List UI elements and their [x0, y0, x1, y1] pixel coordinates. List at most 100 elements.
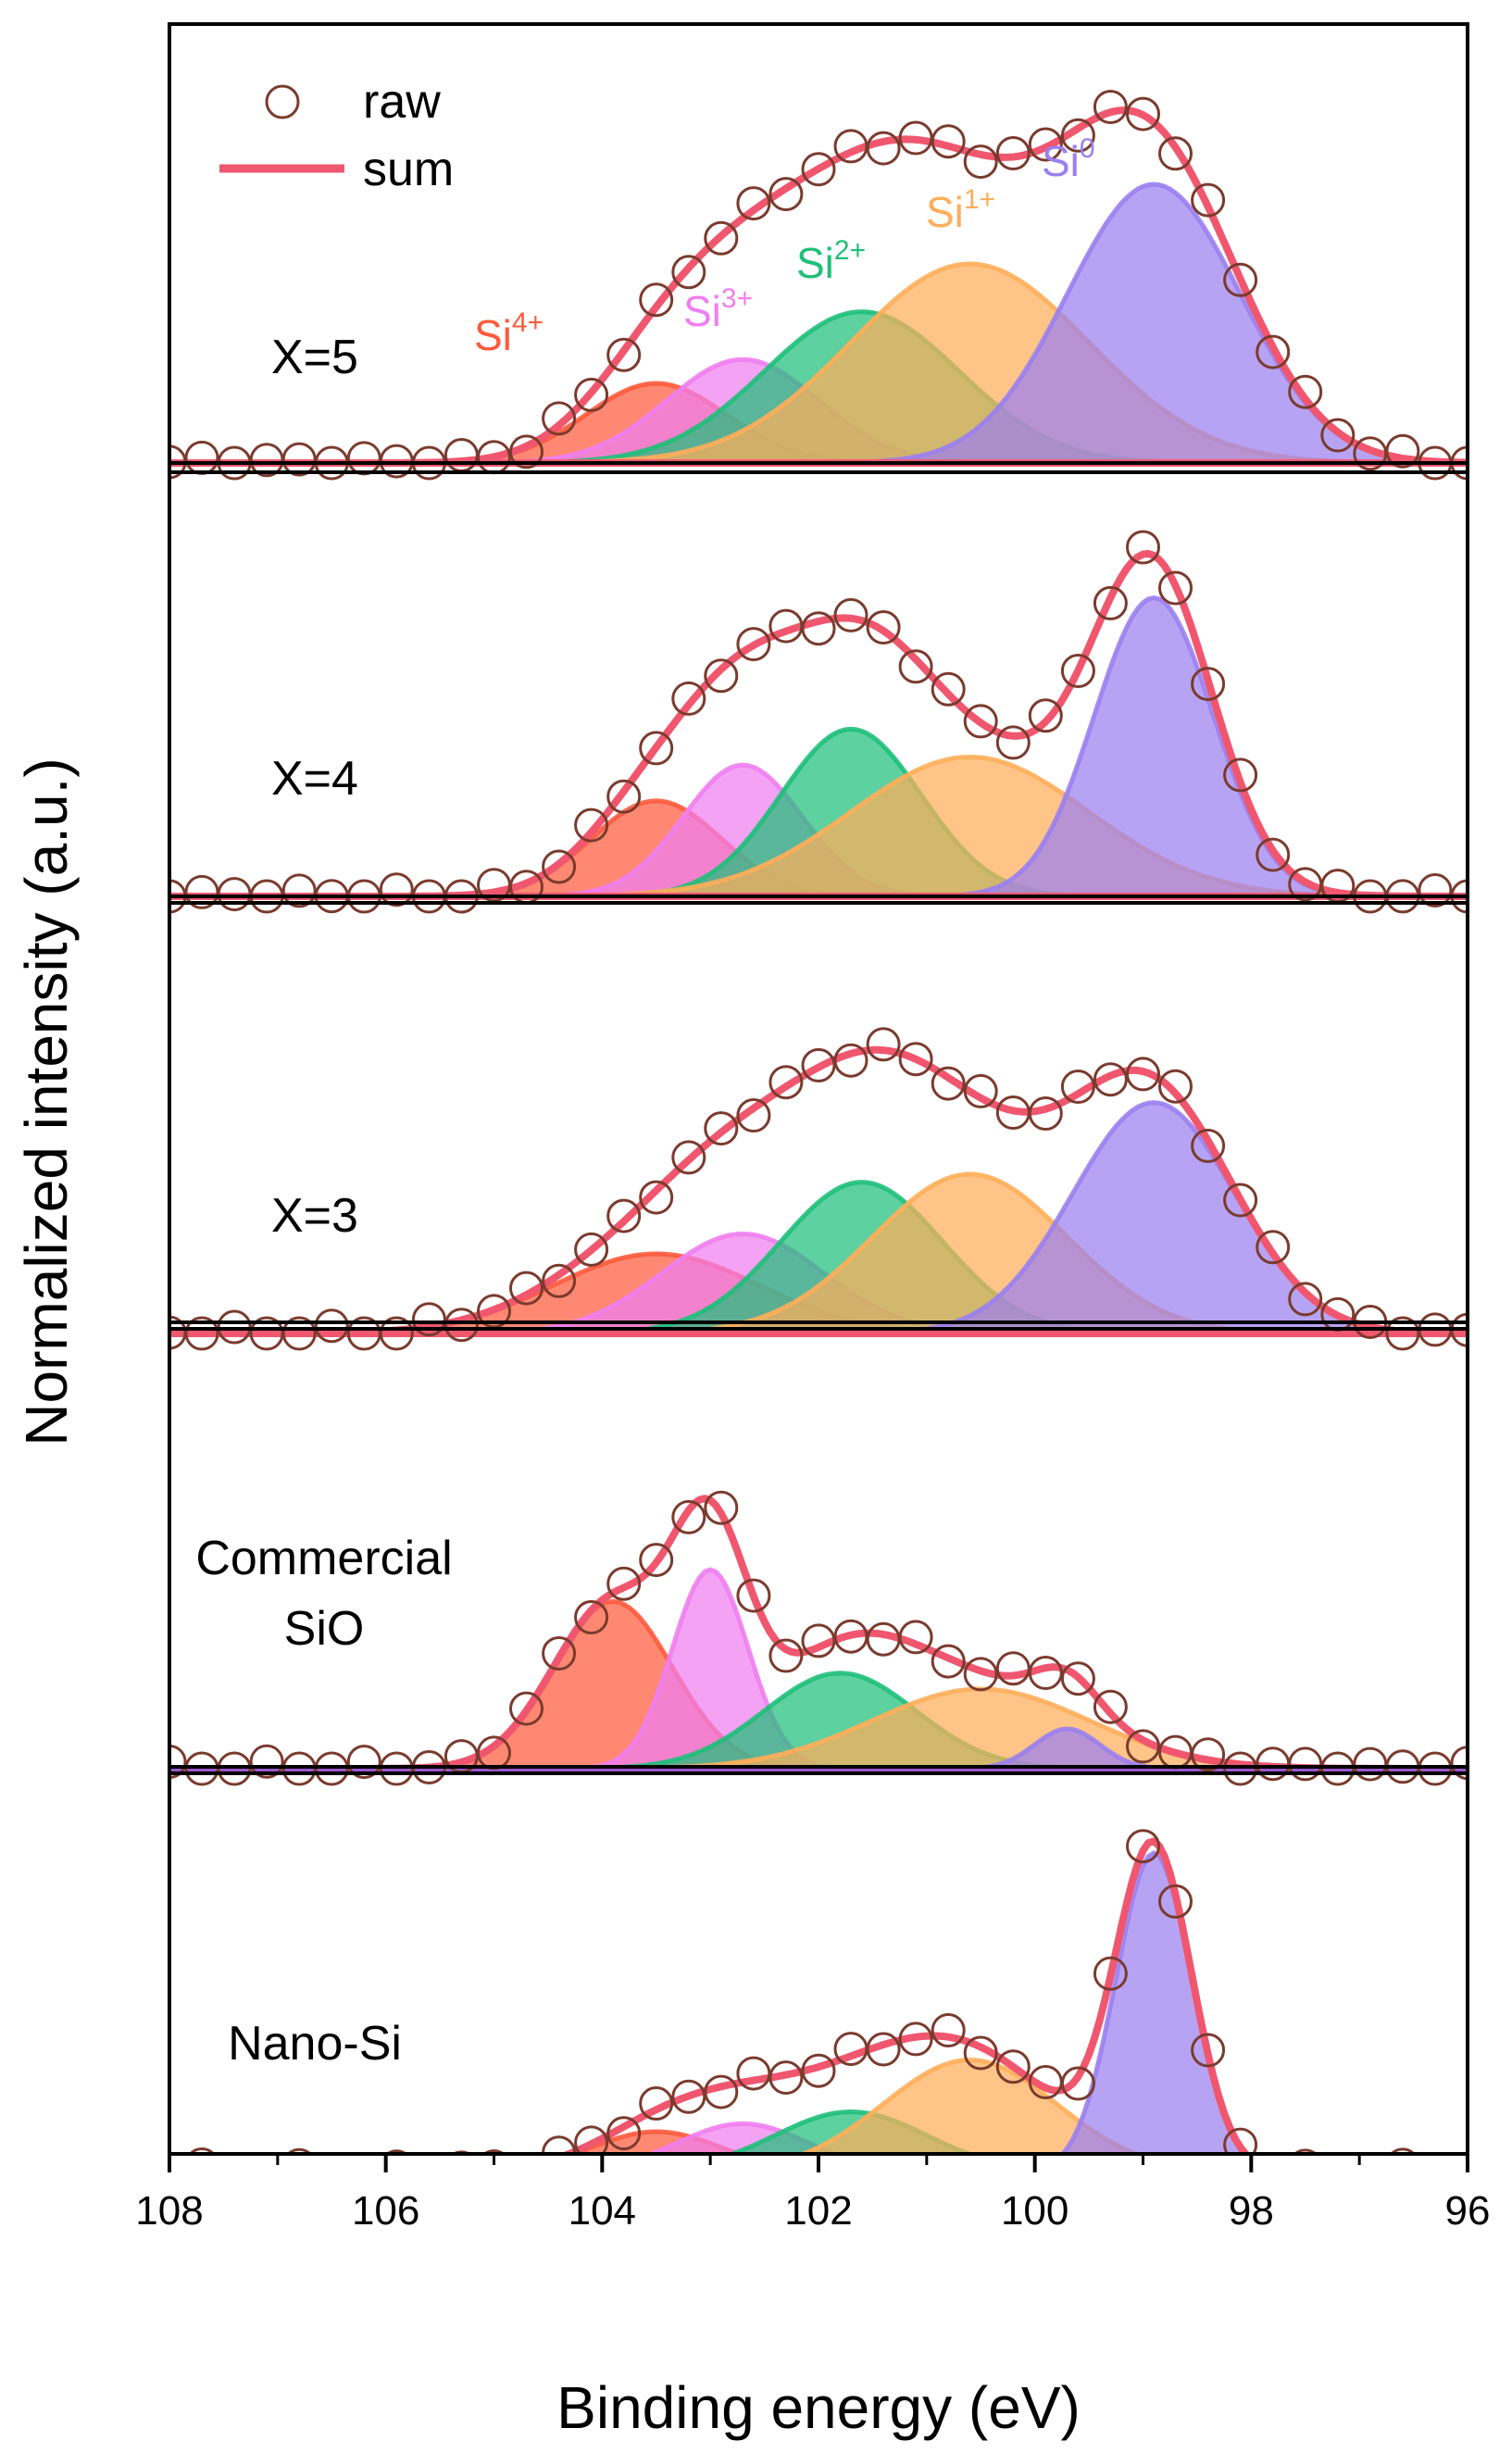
panels-layer: [169, 90, 1468, 2187]
component-label-superscript: 4+: [512, 307, 544, 338]
raw-point: [736, 627, 771, 662]
raw-point: [542, 849, 577, 884]
legend: raw sum: [219, 75, 454, 196]
raw-point: [1060, 1070, 1095, 1104]
raw-point: [511, 2156, 543, 2187]
raw-point: [574, 377, 609, 412]
raw-point: [1223, 757, 1258, 793]
raw-point: [481, 2149, 506, 2154]
raw-point: [736, 186, 771, 221]
raw-point: [1418, 873, 1453, 907]
raw-point: [1093, 1689, 1128, 1724]
raw-point: [1450, 1746, 1468, 1781]
raw-point: [639, 1180, 674, 1215]
raw-point: [281, 1316, 317, 1351]
raw-point: [1191, 1737, 1226, 1772]
fit-fill-Si1plus: [803, 2059, 1137, 2154]
raw-point: [379, 872, 414, 907]
raw-point: [671, 1499, 706, 1534]
raw-point: [1028, 698, 1063, 733]
panel-label: SiO: [284, 1602, 365, 1656]
raw-point: [1126, 530, 1160, 565]
panel-label: X=4: [271, 752, 358, 806]
component-label-base: Si: [796, 239, 834, 287]
x-tick-label: 104: [569, 2188, 636, 2234]
raw-point: [169, 1745, 187, 1779]
raw-point: [249, 1744, 284, 1779]
raw-point: [1158, 136, 1193, 171]
raw-point: [606, 2116, 642, 2151]
raw-point: [1093, 585, 1128, 620]
raw-point: [866, 1027, 901, 1062]
component-label-Si3plus: Si3+: [683, 283, 753, 335]
raw-point: [866, 610, 901, 645]
raw-point: [1093, 90, 1128, 124]
component-label-Si2plus: Si2+: [796, 235, 866, 287]
raw-point: [606, 337, 642, 372]
raw-point: [1126, 96, 1160, 131]
component-label-Si4plus: Si4+: [474, 307, 544, 359]
raw-point: [995, 725, 1031, 760]
raw-point: [671, 1140, 706, 1175]
raw-point: [1191, 667, 1226, 702]
panel-3: [169, 1027, 1468, 1351]
raw-point: [898, 649, 933, 684]
panel-label: X=5: [271, 331, 358, 384]
raw-point: [1288, 374, 1323, 409]
panel-label: Commercial: [195, 1532, 452, 1585]
raw-point: [542, 1263, 577, 1298]
raw-point: [1320, 418, 1356, 453]
component-label-superscript: 2+: [834, 235, 866, 266]
raw-point: [768, 1638, 804, 1673]
raw-point: [346, 441, 381, 476]
raw-point: [1191, 182, 1226, 218]
raw-point: [1158, 1069, 1193, 1104]
x-tick-label: 100: [1001, 2188, 1068, 2234]
raw-point: [384, 2149, 408, 2154]
sum-curve: [558, 1837, 1252, 2154]
raw-point: [281, 873, 317, 908]
fit-fill-Si1plus: [169, 1689, 1468, 1769]
raw-point: [542, 1636, 577, 1671]
raw-point: [931, 1644, 966, 1679]
raw-point: [1028, 1656, 1063, 1690]
raw-point: [866, 131, 901, 166]
raw-point: [1060, 2066, 1095, 2101]
raw-point: [358, 2153, 370, 2154]
raw-point: [639, 731, 674, 766]
component-label-base: Si: [926, 188, 964, 236]
raw-point: [1126, 1829, 1160, 1864]
raw-point: [1093, 1956, 1128, 1991]
fit-fill-Si0: [169, 1102, 1468, 1333]
raw-point: [704, 2074, 739, 2109]
raw-point: [995, 2049, 1031, 2084]
raw-point: [477, 1294, 511, 1329]
raw-point: [1191, 2033, 1226, 2068]
raw-point: [1191, 1128, 1226, 1163]
raw-point: [736, 2056, 771, 2091]
raw-point: [1257, 2156, 1289, 2187]
raw-point: [768, 1065, 804, 1100]
raw-point: [542, 401, 577, 436]
raw-point: [1288, 1282, 1323, 1317]
panel-label: Nano-Si: [228, 2017, 402, 2071]
raw-point: [574, 807, 609, 843]
x-tick-label: 102: [784, 2188, 852, 2234]
raw-point: [995, 1651, 1031, 1686]
fit-line-Si2plus: [725, 2109, 977, 2154]
raw-point: [606, 779, 642, 814]
raw-point: [606, 1566, 642, 1601]
x-tick-label: 98: [1229, 2188, 1274, 2234]
raw-point: [509, 1270, 544, 1306]
raw-point: [1060, 118, 1095, 153]
raw-point: [1223, 262, 1258, 297]
raw-point: [801, 611, 836, 646]
raw-point: [898, 2021, 933, 2057]
raw-point: [509, 1691, 544, 1726]
raw-point: [1060, 654, 1095, 688]
raw-point: [671, 681, 706, 716]
raw-point: [801, 1623, 836, 1658]
x-axis: 108 106 104 102 100 98 96: [135, 2154, 1490, 2234]
fit-fill-Si0: [169, 597, 1468, 896]
raw-point: [963, 1073, 998, 1108]
